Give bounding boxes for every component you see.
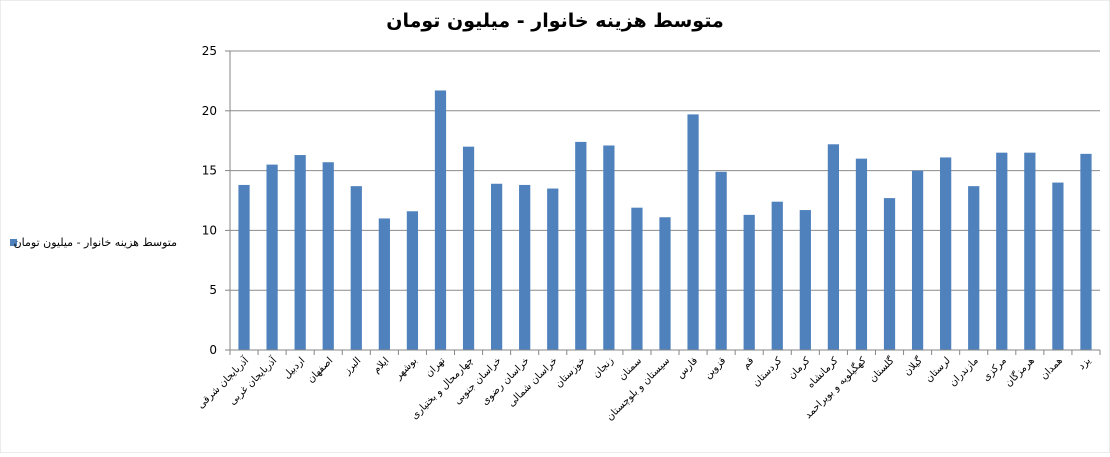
bar	[855, 158, 868, 350]
legend-swatch	[10, 239, 17, 246]
chart-title: متوسط هزینه خانوار - میلیون تومان	[386, 10, 723, 32]
bar	[575, 141, 587, 350]
bar	[827, 144, 839, 350]
bar	[1052, 182, 1064, 350]
bar	[603, 145, 615, 350]
bar	[266, 164, 278, 350]
legend: متوسط هزینه خانوار - میلیون تومان	[10, 236, 177, 249]
bar	[687, 114, 699, 350]
bar	[799, 210, 811, 350]
y-tick-label: 25	[202, 44, 217, 58]
bar	[238, 184, 250, 350]
y-axis-ticks: 0 5 10 15 20 25	[202, 44, 217, 357]
bar	[462, 146, 475, 350]
legend-label: متوسط هزینه خانوار - میلیون تومان	[14, 236, 178, 249]
bar	[883, 198, 896, 350]
bar	[715, 171, 727, 350]
bar	[996, 152, 1008, 350]
bar	[1080, 153, 1092, 350]
bar	[659, 217, 671, 350]
bar	[911, 170, 924, 350]
y-tick-label: 0	[209, 343, 217, 357]
bar	[547, 188, 559, 350]
bar	[771, 201, 783, 350]
bar	[940, 157, 952, 350]
bar	[968, 186, 980, 350]
y-tick-label: 20	[202, 104, 217, 118]
bar	[519, 184, 531, 350]
bar	[434, 90, 447, 350]
bar	[631, 207, 643, 350]
y-tick-label: 5	[209, 283, 217, 297]
bar	[294, 155, 306, 350]
y-tick-label: 15	[202, 164, 217, 178]
bar	[350, 186, 362, 350]
bar	[406, 211, 419, 350]
bar	[378, 218, 390, 350]
bar	[322, 162, 334, 350]
y-tick-label: 10	[202, 223, 217, 237]
bar	[1024, 152, 1036, 350]
axes	[225, 50, 1101, 355]
bar	[491, 183, 503, 350]
bar	[743, 214, 755, 350]
bars	[238, 90, 1092, 350]
